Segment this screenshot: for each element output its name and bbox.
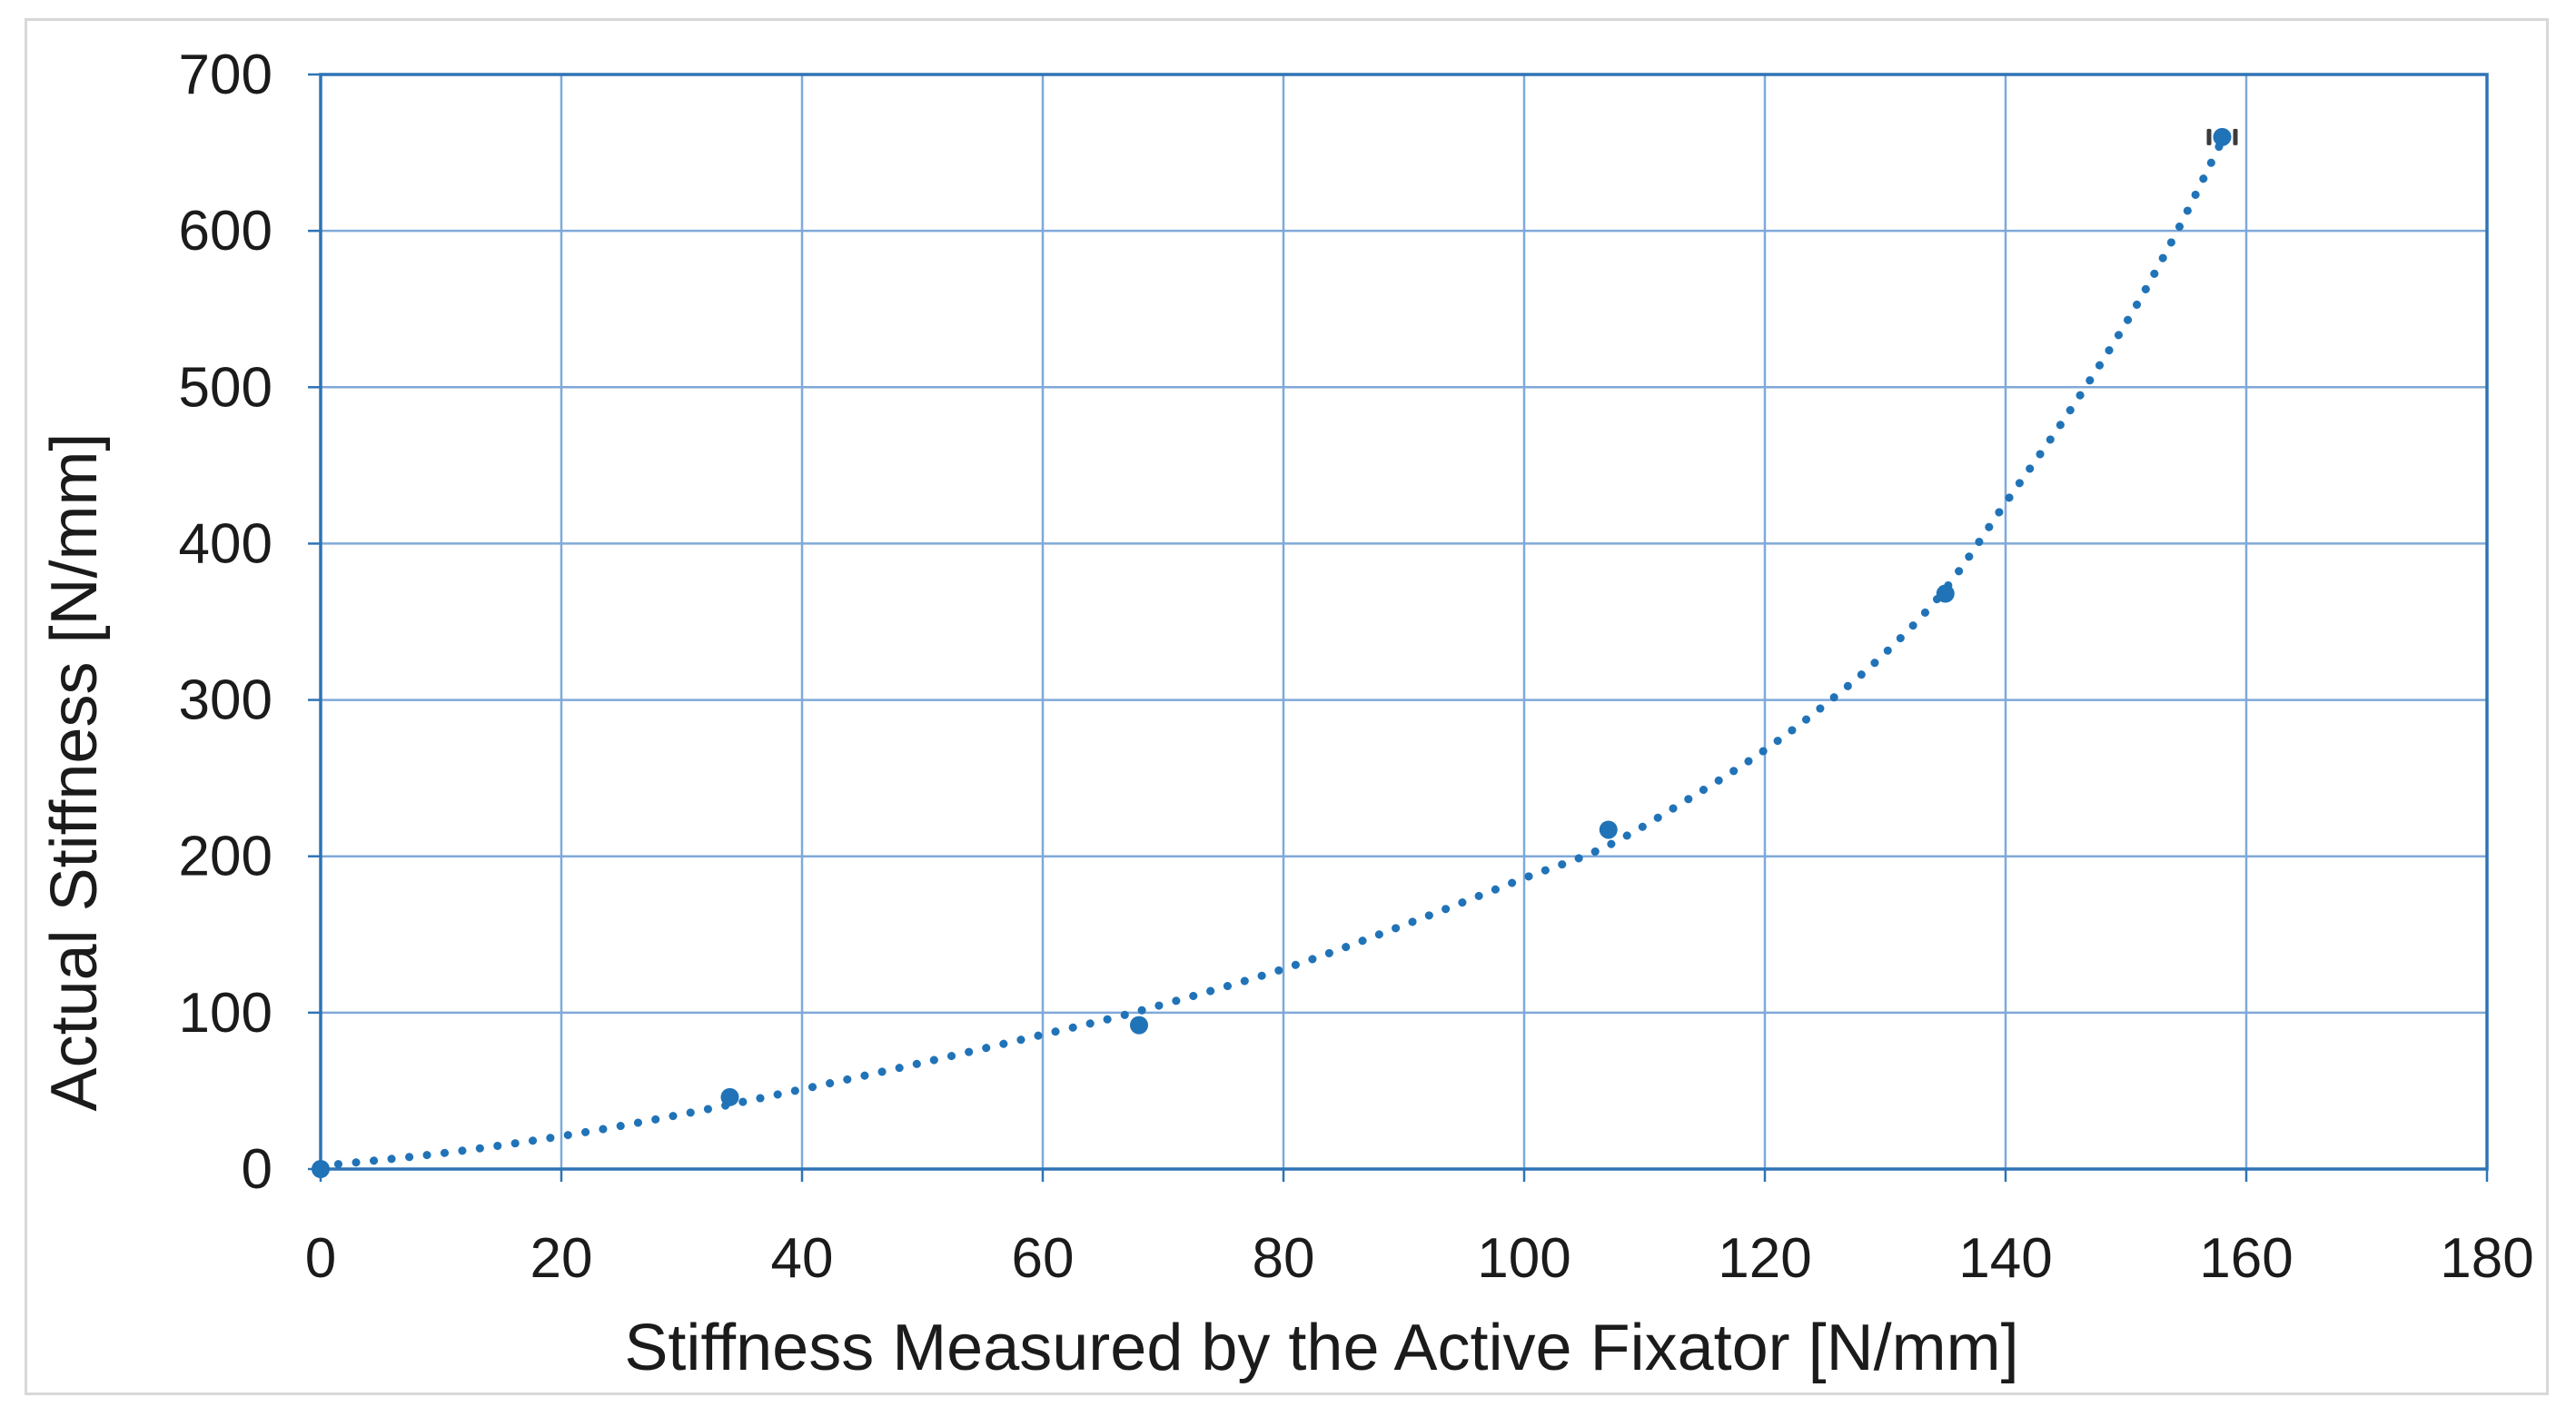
y-tick-label-100: 100	[179, 982, 272, 1045]
data-point-107-217	[1599, 820, 1618, 839]
x-tick-label-80: 80	[1253, 1227, 1315, 1290]
x-tick-label-180: 180	[2440, 1227, 2533, 1290]
x-tick-label-20: 20	[530, 1227, 593, 1290]
data-points	[312, 127, 2238, 1178]
y-tick-label-400: 400	[179, 512, 272, 575]
data-point-135-368	[1936, 584, 1955, 603]
gridlines	[319, 73, 2489, 1171]
plot-border	[319, 73, 2489, 1171]
x-tick-label-40: 40	[771, 1227, 834, 1290]
x-tick-labels: 0 20 40 60 80 100 120 140 160 180	[305, 1227, 2534, 1290]
x-tick-label-140: 140	[1958, 1227, 2052, 1290]
y-tick-label-700: 700	[179, 44, 272, 106]
x-tick-label-120: 120	[1718, 1227, 1811, 1290]
data-point-68-92	[1130, 1016, 1148, 1035]
y-tick-label-500: 500	[179, 356, 272, 419]
data-point-158-660	[2213, 127, 2232, 146]
figure-frame	[25, 18, 2549, 1395]
y-tick-label-300: 300	[179, 669, 272, 732]
axis-tick-marks	[308, 73, 2489, 1182]
error-cap-left	[2206, 128, 2212, 145]
x-tick-label-160: 160	[2199, 1227, 2293, 1290]
x-tick-label-60: 60	[1012, 1227, 1075, 1290]
error-cap-right	[2233, 128, 2238, 145]
y-tick-label-0: 0	[242, 1138, 272, 1201]
data-point-0-0	[312, 1160, 330, 1178]
x-axis-title: Stiffness Measured by the Active Fixator…	[624, 1312, 2018, 1384]
y-tick-label-600: 600	[179, 200, 272, 263]
data-point-34-46	[720, 1087, 739, 1106]
x-tick-label-100: 100	[1477, 1227, 1570, 1290]
y-tick-labels: 0 100 200 300 400 500 600 700	[179, 44, 272, 1201]
x-tick-label-0: 0	[305, 1227, 336, 1290]
y-axis-title: Actual Stiffness [N/mm]	[38, 433, 111, 1112]
y-tick-label-200: 200	[179, 826, 272, 888]
